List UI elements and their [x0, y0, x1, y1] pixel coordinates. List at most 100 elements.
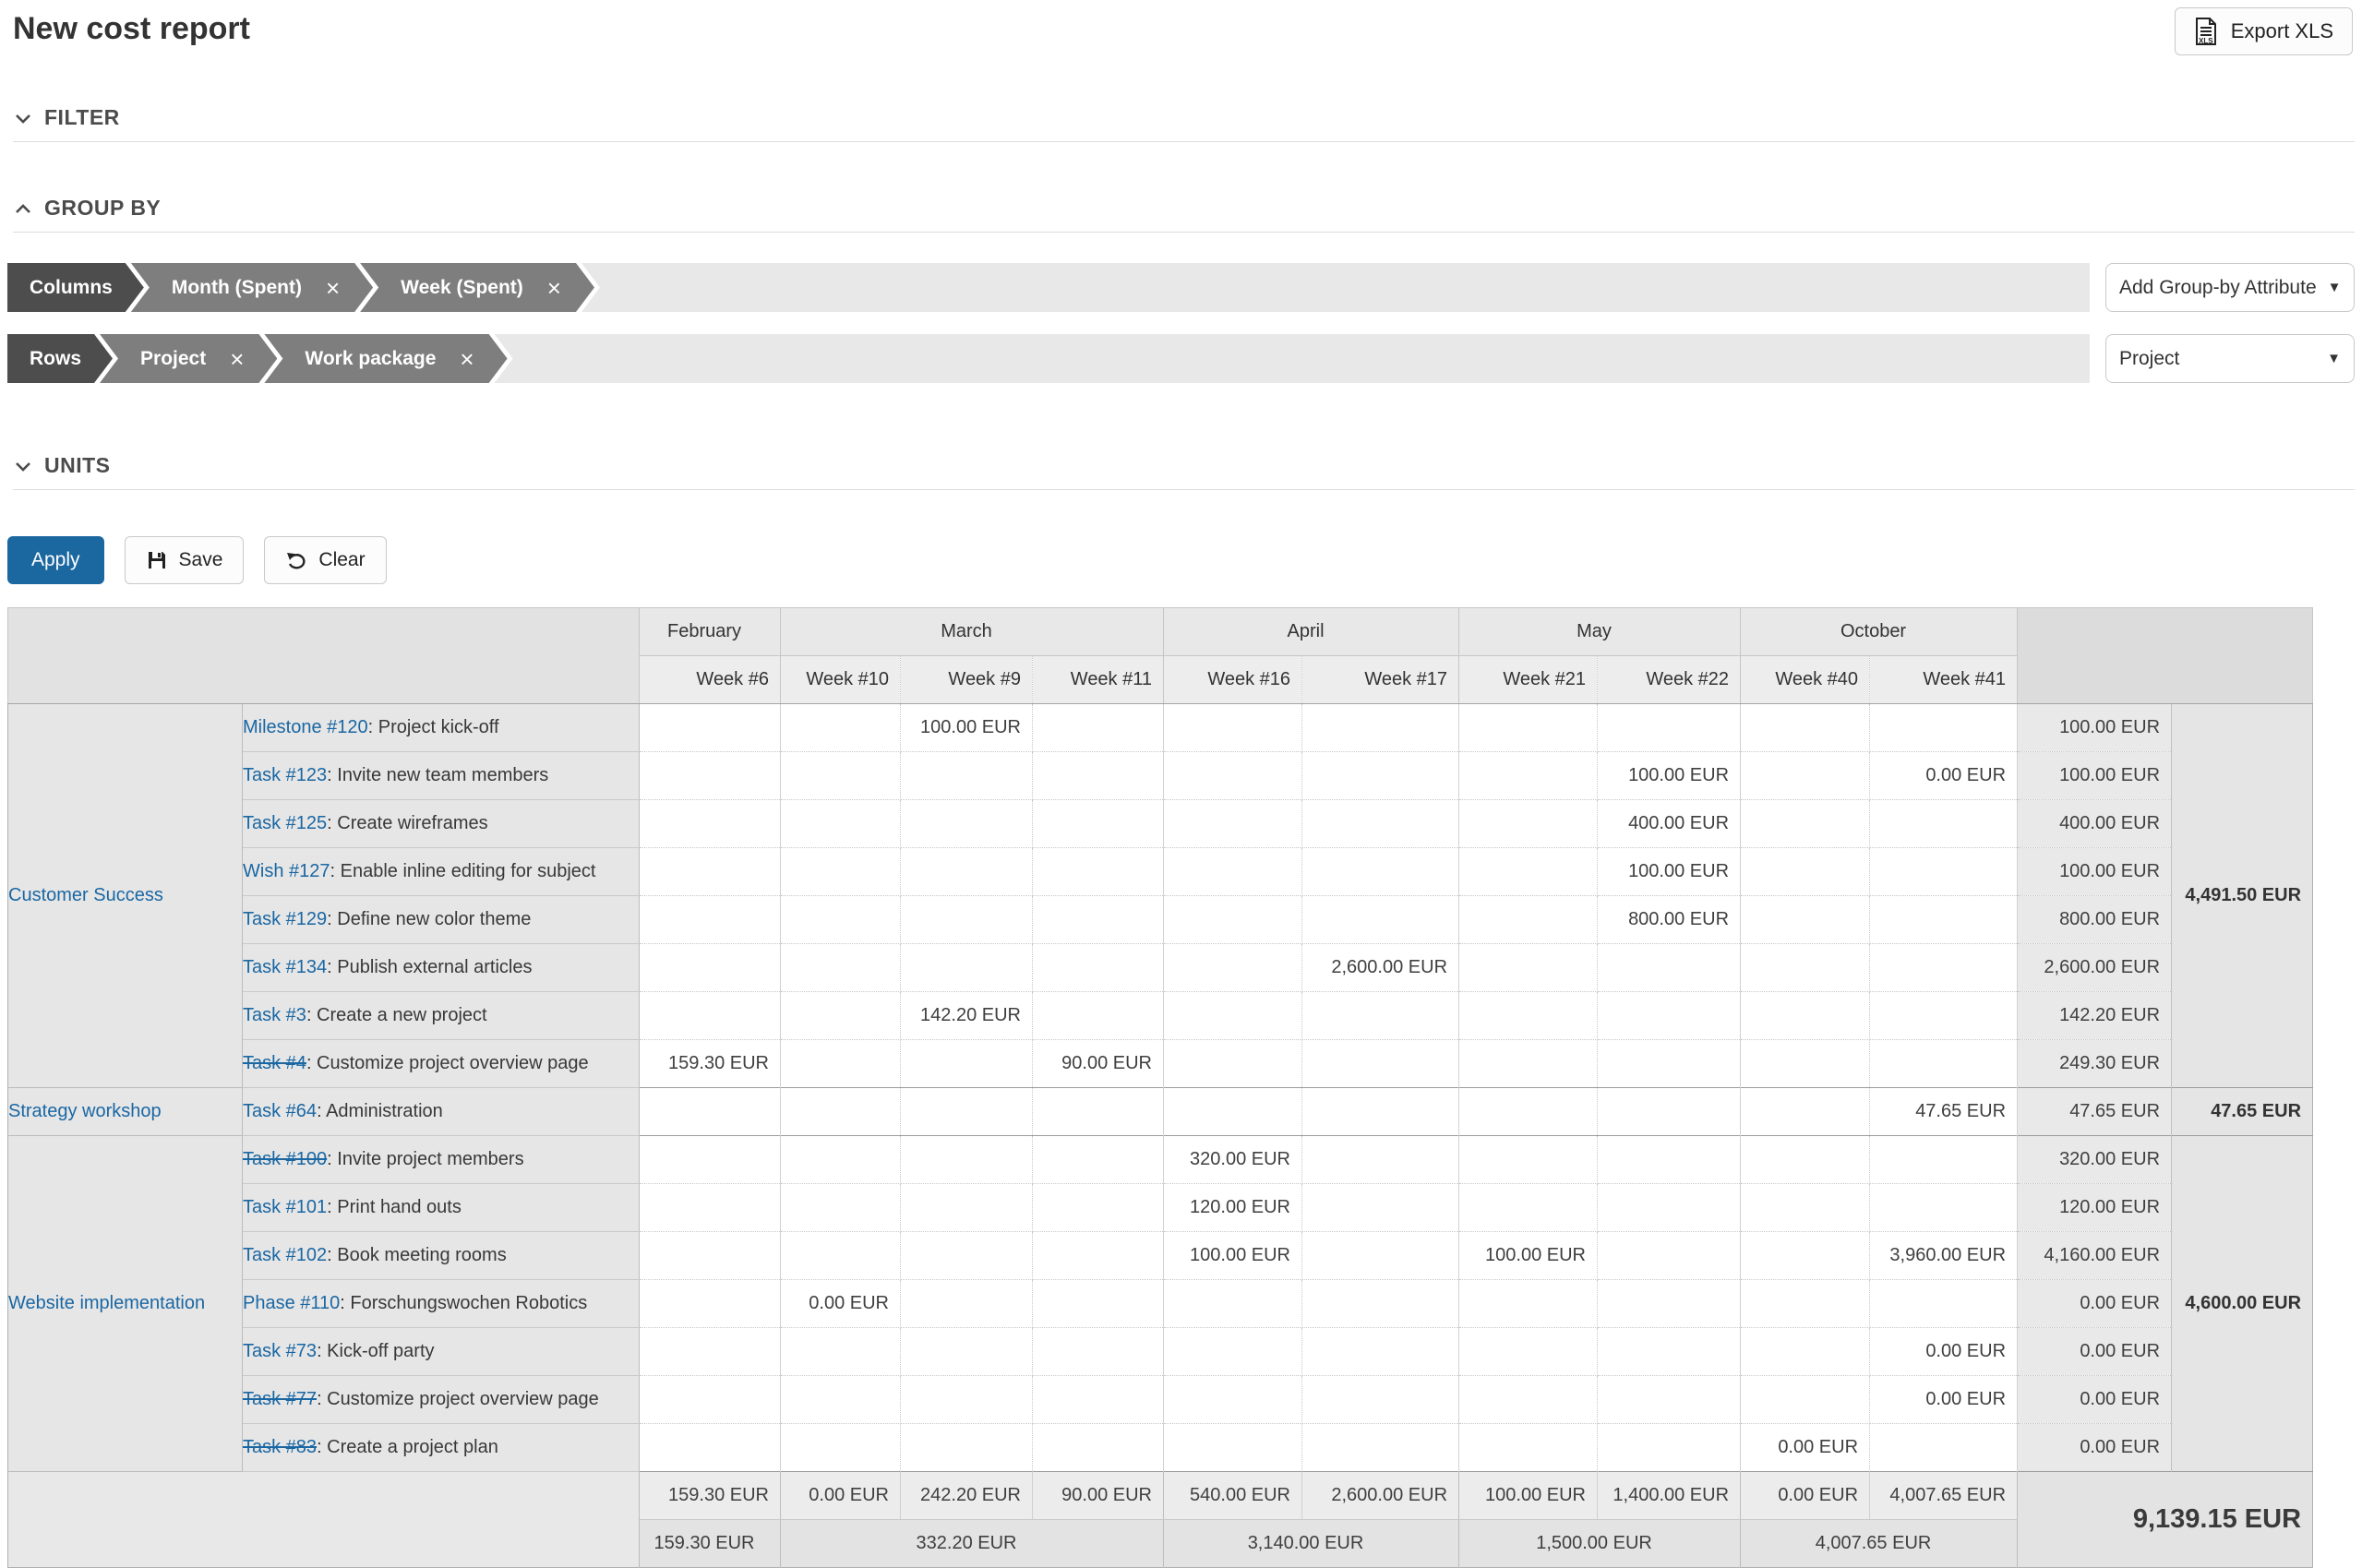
cost-cell: 100.00 EUR: [1163, 1231, 1302, 1280]
work-package-subject: : Administration: [317, 1101, 443, 1121]
work-package-link[interactable]: Task #101: [243, 1197, 328, 1217]
export-xls-button[interactable]: XLS Export XLS: [2174, 7, 2353, 55]
groupby-section-toggle[interactable]: GROUP BY: [13, 196, 2355, 233]
units-section-label: UNITS: [44, 453, 111, 477]
row-total-cell: 100.00 EUR: [2017, 751, 2173, 800]
filter-section-toggle[interactable]: FILTER: [13, 105, 2355, 142]
add-groupby-attribute-dropdown[interactable]: Add Group-by Attribute ▼: [2105, 263, 2355, 312]
project-link[interactable]: Strategy workshop: [8, 1101, 162, 1121]
cost-cell: [639, 847, 781, 896]
clear-button[interactable]: Clear: [264, 536, 387, 584]
work-package-link[interactable]: Task #129: [243, 909, 328, 929]
work-package-cell: Task #134: Publish external articles: [242, 943, 640, 992]
groupby-item[interactable]: Work package ×: [264, 334, 507, 383]
cost-cell: [1163, 1279, 1302, 1328]
groupby-item[interactable]: Week (Spent) ×: [360, 263, 594, 312]
cost-cell: [1301, 799, 1460, 848]
month-header: February: [639, 607, 781, 656]
columns-strip-label: Columns: [7, 263, 144, 312]
cost-cell: [1163, 895, 1302, 944]
work-package-link[interactable]: Task #73: [243, 1341, 318, 1361]
week-total-cell: 0.00 EUR: [780, 1471, 901, 1520]
cost-cell: [780, 847, 901, 896]
cost-cell: [1869, 1279, 2019, 1328]
remove-item-icon[interactable]: ×: [325, 273, 341, 302]
cost-cell: [1032, 1423, 1164, 1472]
row-total-cell: 400.00 EUR: [2017, 799, 2173, 848]
cost-cell: [1163, 1327, 1302, 1376]
cost-cell: [1301, 1039, 1460, 1088]
remove-item-icon[interactable]: ×: [546, 273, 561, 302]
week-header: Week #9: [900, 655, 1033, 704]
remove-item-icon[interactable]: ×: [230, 344, 245, 373]
rows-group-strip: Rows Project × Work package ×: [7, 334, 2090, 383]
work-package-link[interactable]: Task #77: [243, 1389, 318, 1409]
cost-cell: [1740, 703, 1871, 752]
cost-cell: [780, 991, 901, 1040]
row-total-cell: 100.00 EUR: [2017, 703, 2173, 752]
cost-cell: [1458, 1183, 1599, 1232]
cost-cell: [1163, 799, 1302, 848]
project-cell: Website implementation: [7, 1135, 243, 1472]
work-package-link[interactable]: Task #125: [243, 813, 328, 833]
work-package-cell: Task #64: Administration: [242, 1087, 640, 1136]
table-row: Task #134: Publish external articles 2,60…: [8, 943, 2313, 992]
cost-cell: 100.00 EUR: [900, 703, 1033, 752]
work-package-link[interactable]: Task #4: [243, 1053, 306, 1073]
work-package-link[interactable]: Task #102: [243, 1245, 328, 1265]
cost-cell: 120.00 EUR: [1163, 1183, 1302, 1232]
work-package-cell: Task #100: Invite project members: [242, 1135, 640, 1184]
row-attribute-dropdown[interactable]: Project ▼: [2105, 334, 2355, 383]
cost-cell: [1163, 703, 1302, 752]
cost-cell: [1032, 751, 1164, 800]
groupby-item-label: Project: [140, 347, 207, 369]
cost-cell: [780, 751, 901, 800]
cost-cell: [1740, 1039, 1871, 1088]
project-link[interactable]: Customer Success: [8, 885, 163, 905]
work-package-link[interactable]: Milestone #120: [243, 717, 368, 737]
work-package-link[interactable]: Task #83: [243, 1437, 318, 1457]
groupby-item[interactable]: Month (Spent) ×: [131, 263, 373, 312]
cost-cell: [1032, 1183, 1164, 1232]
work-package-link[interactable]: Task #100: [243, 1149, 328, 1169]
cost-cell: [900, 1423, 1033, 1472]
groupby-item[interactable]: Project ×: [100, 334, 277, 383]
cost-cell: [900, 1327, 1033, 1376]
table-row: Task #129: Define new color theme 800.00 …: [8, 895, 2313, 944]
work-package-link[interactable]: Task #3: [243, 1005, 306, 1025]
cost-cell: [900, 1039, 1033, 1088]
cost-cell: [1163, 1423, 1302, 1472]
cost-cell: [639, 751, 781, 800]
work-package-link[interactable]: Task #123: [243, 765, 328, 785]
week-header: Week #11: [1032, 655, 1164, 704]
work-package-subject: : Create a new project: [306, 1005, 487, 1025]
cost-cell: [1597, 1327, 1742, 1376]
cost-cell: [639, 1231, 781, 1280]
export-xls-label: Export XLS: [2230, 19, 2333, 42]
cost-cell: 159.30 EUR: [639, 1039, 781, 1088]
work-package-cell: Task #3: Create a new project: [242, 991, 640, 1040]
work-package-link[interactable]: Wish #127: [243, 861, 330, 881]
save-label: Save: [178, 549, 223, 570]
work-package-subject: : Print hand outs: [327, 1197, 462, 1217]
row-total-cell: 0.00 EUR: [2017, 1423, 2173, 1472]
units-section-toggle[interactable]: UNITS: [13, 453, 2355, 490]
work-package-link[interactable]: Phase #110: [243, 1293, 341, 1313]
cost-cell: [780, 1231, 901, 1280]
cost-cell: [780, 1039, 901, 1088]
remove-item-icon[interactable]: ×: [460, 344, 474, 373]
cost-cell: [1458, 751, 1599, 800]
table-row: Task #4: Customize project overview page…: [8, 1039, 2313, 1088]
project-link[interactable]: Website implementation: [8, 1293, 206, 1313]
xls-file-icon: XLS: [2195, 18, 2216, 45]
apply-button[interactable]: Apply: [7, 536, 104, 584]
work-package-link[interactable]: Task #134: [243, 957, 328, 977]
cost-cell: [1301, 751, 1460, 800]
groupby-item-label: Month (Spent): [171, 276, 302, 298]
dropdown-arrow-icon: ▼: [2327, 280, 2342, 295]
page-title: New cost report: [13, 11, 250, 46]
work-package-link[interactable]: Task #64: [243, 1101, 318, 1121]
cost-cell: [1458, 1135, 1599, 1184]
save-button[interactable]: Save: [124, 536, 245, 584]
cost-cell: [1301, 1231, 1460, 1280]
